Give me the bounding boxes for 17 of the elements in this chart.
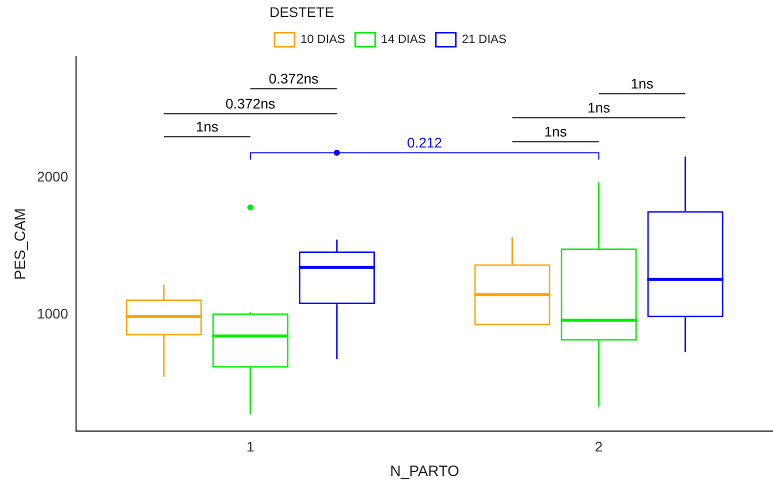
annotation: 1ns: [630, 76, 654, 92]
annotation: 0.212: [407, 134, 442, 151]
y-tick-label: 1000: [36, 305, 68, 322]
x-tick-label: 2: [594, 438, 603, 454]
annotation: 1ns: [544, 124, 567, 140]
x-tick-label: 1: [246, 438, 254, 454]
annotation: 1ns: [587, 100, 610, 116]
annotation: 0.372ns: [268, 70, 319, 87]
x-axis-title: N_PARTO: [390, 463, 460, 480]
legend-label: 21 DIAS: [462, 32, 507, 46]
annotation: 1ns: [196, 118, 218, 135]
annotation: 0.372ns: [225, 96, 276, 112]
y-axis-title: PES_CAM: [12, 208, 30, 280]
y-tick-label: 2000: [36, 168, 68, 184]
legend-title: DESTETE: [269, 4, 334, 20]
legend-label: 10 DIAS: [300, 32, 346, 46]
legend-label: 14 DIAS: [381, 32, 426, 46]
